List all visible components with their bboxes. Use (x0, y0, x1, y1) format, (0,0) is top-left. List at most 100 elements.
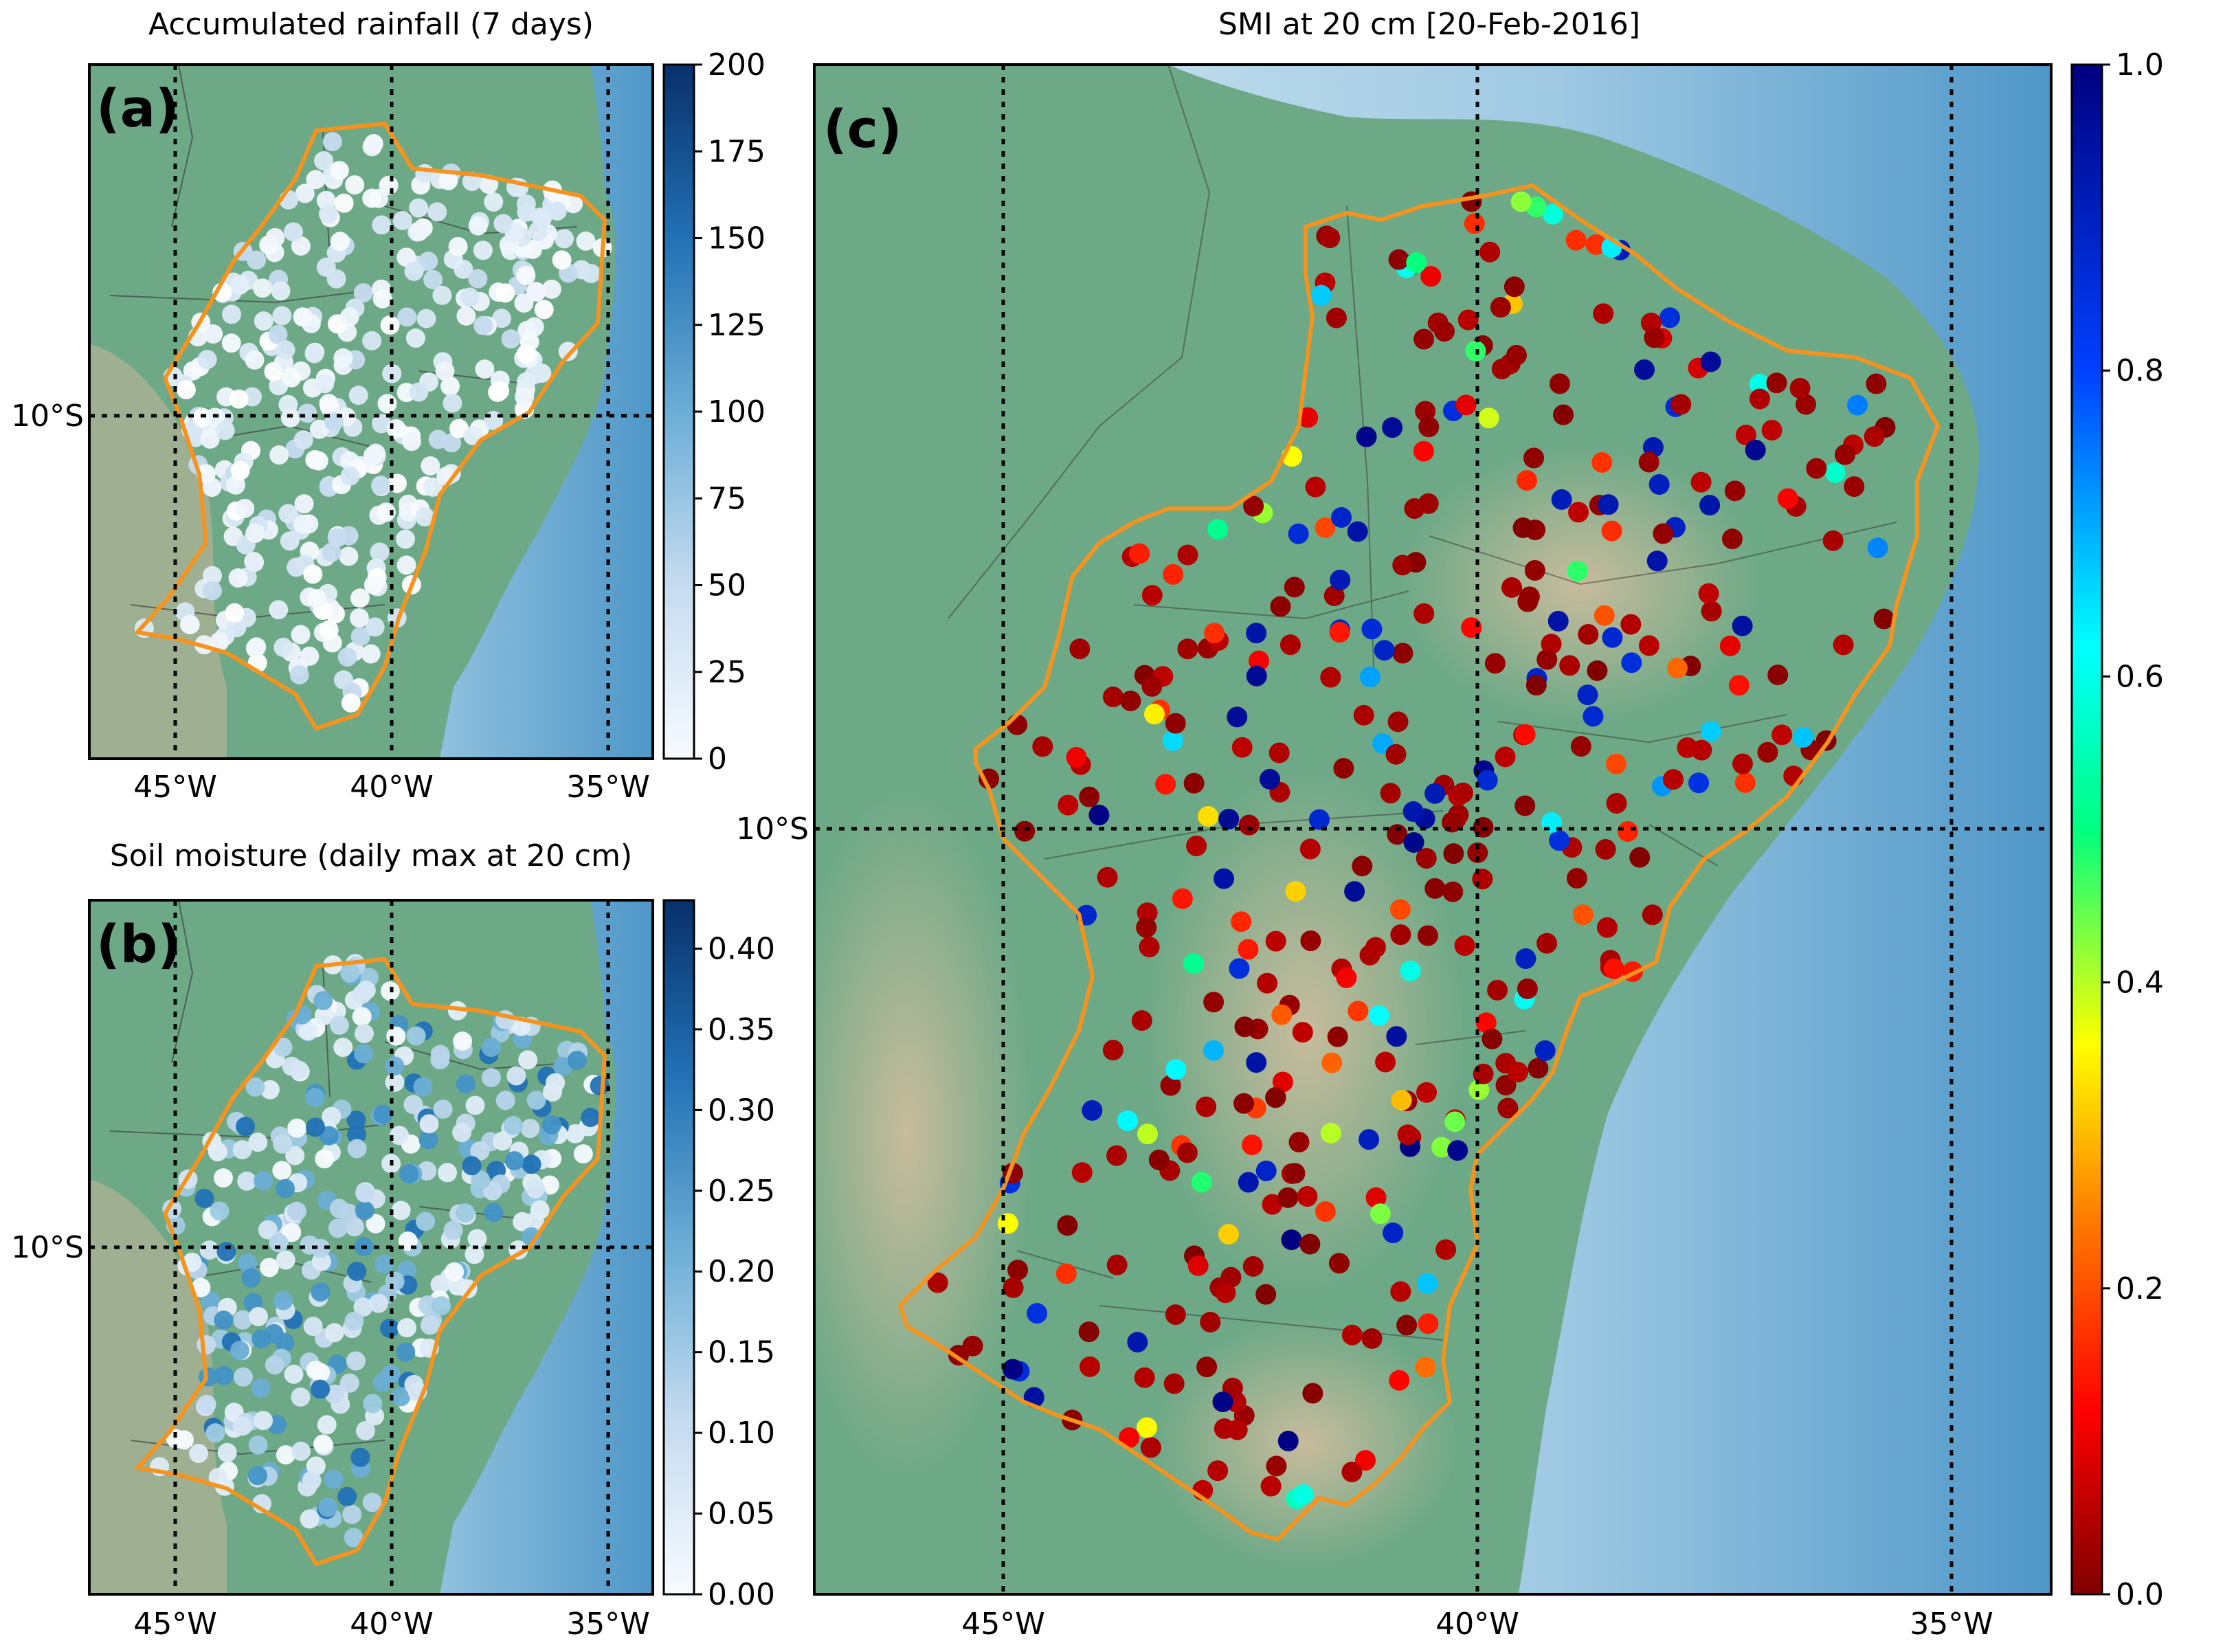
station-marker (416, 309, 436, 328)
station-marker (248, 1132, 268, 1152)
station-marker (1677, 737, 1698, 759)
station-marker (1238, 939, 1259, 960)
station-marker (1279, 634, 1301, 656)
station-marker (1078, 1321, 1099, 1343)
station-marker (345, 175, 365, 195)
panel-b-letter: (b) (96, 913, 181, 974)
station-marker (215, 421, 235, 440)
panel-c-lon-40: 40°W (1435, 1607, 1519, 1642)
panel-a-title: Accumulated rainfall (7 days) (148, 7, 594, 42)
panel-b: Soil moisture (daily max at 20 cm) (b) 1… (11, 838, 775, 1642)
station-marker (1648, 474, 1670, 495)
station-marker (452, 1123, 472, 1143)
station-marker (396, 555, 416, 575)
station-marker (997, 1213, 1018, 1234)
station-marker (354, 1024, 374, 1044)
station-marker (1487, 979, 1508, 1001)
station-marker (1341, 1461, 1363, 1482)
station-marker (233, 1367, 253, 1387)
station-marker (1629, 847, 1651, 868)
station-marker (1281, 1229, 1302, 1251)
station-marker (309, 419, 329, 439)
station-marker (221, 333, 241, 353)
station-marker (1490, 297, 1511, 318)
station-marker (1663, 769, 1684, 790)
station-marker (339, 1373, 359, 1393)
station-marker (1277, 1187, 1299, 1208)
station-marker (1165, 1304, 1186, 1326)
station-marker (353, 283, 373, 303)
station-marker (1212, 1391, 1233, 1412)
station-marker (333, 1038, 353, 1058)
station-marker (495, 283, 515, 303)
station-marker (401, 432, 421, 451)
station-marker (413, 1077, 433, 1097)
station-marker (1396, 1315, 1418, 1336)
station-marker (1749, 388, 1770, 410)
station-marker (1534, 1040, 1556, 1061)
station-marker (303, 1317, 323, 1337)
station-marker (1386, 1026, 1407, 1047)
station-marker (284, 1364, 304, 1384)
station-marker (1315, 517, 1336, 538)
station-marker (1260, 768, 1281, 790)
station-marker (1806, 458, 1827, 479)
station-marker (1265, 1087, 1286, 1108)
station-marker (222, 304, 242, 324)
station-marker (1257, 972, 1278, 994)
station-marker (205, 1423, 225, 1443)
station-marker (320, 397, 339, 417)
station-marker (530, 207, 550, 227)
station-marker (214, 1310, 234, 1330)
station-marker (1265, 930, 1286, 952)
station-marker (1271, 1004, 1293, 1025)
station-marker (416, 1212, 436, 1231)
station-marker (573, 1144, 593, 1164)
station-marker (318, 1497, 338, 1517)
station-marker (1383, 1223, 1404, 1244)
station-marker (495, 1091, 515, 1110)
station-marker (1824, 462, 1846, 483)
station-marker (541, 1115, 561, 1135)
station-marker (311, 1379, 331, 1399)
station-marker (1248, 650, 1269, 671)
station-marker (385, 1056, 405, 1076)
station-marker (269, 1233, 289, 1253)
station-marker (1082, 1100, 1103, 1121)
station-marker (488, 382, 508, 402)
station-marker (1796, 394, 1817, 415)
panel-b-stations (150, 954, 610, 1548)
station-marker (202, 581, 222, 601)
station-marker (245, 552, 265, 572)
station-marker (1380, 783, 1401, 804)
station-marker (1745, 439, 1766, 460)
station-marker (1288, 523, 1309, 544)
station-marker (547, 201, 567, 221)
station-marker (1698, 583, 1719, 604)
station-marker (1055, 1263, 1077, 1284)
station-marker (326, 269, 346, 289)
station-marker (1002, 1359, 1023, 1380)
station-marker (362, 331, 382, 350)
panel-b-lon-35: 35°W (566, 1607, 650, 1642)
a-colorbar-tick-label: 50 (708, 568, 746, 603)
station-marker (443, 1220, 463, 1240)
station-marker (273, 1037, 293, 1057)
station-marker (230, 460, 250, 480)
station-marker (289, 1060, 309, 1080)
station-marker (1638, 635, 1659, 656)
station-marker (555, 229, 574, 249)
station-marker (1699, 495, 1721, 516)
station-marker (1365, 1187, 1387, 1208)
station-marker (1207, 1460, 1229, 1482)
station-marker (337, 647, 357, 667)
station-marker (1137, 1124, 1159, 1145)
station-marker (581, 264, 601, 284)
station-marker (202, 566, 222, 585)
station-marker (438, 170, 458, 190)
station-marker (1523, 447, 1545, 469)
station-marker (362, 137, 382, 157)
station-marker (1621, 652, 1642, 673)
station-marker (1506, 344, 1527, 366)
station-marker (1864, 426, 1885, 447)
